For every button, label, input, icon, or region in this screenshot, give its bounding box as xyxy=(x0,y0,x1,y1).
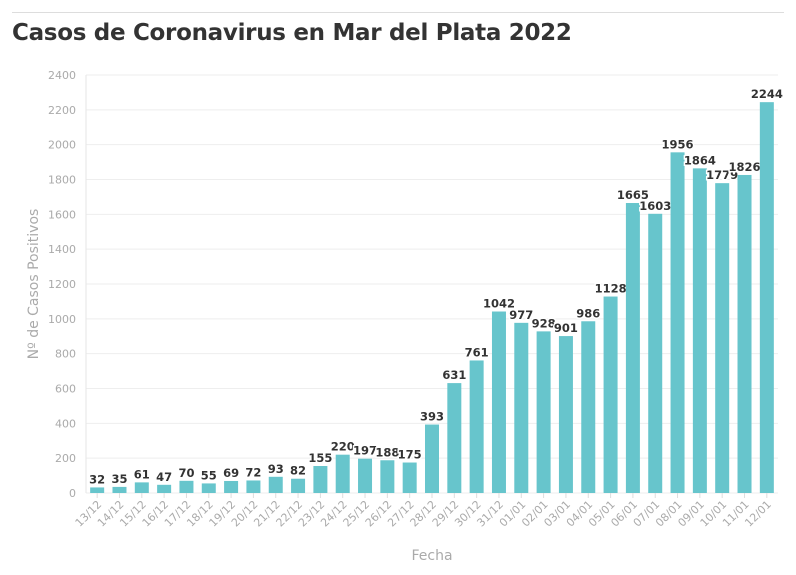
bar xyxy=(514,322,529,493)
data-label: 761 xyxy=(465,345,489,359)
data-label: 188 xyxy=(375,445,399,459)
data-label: 72 xyxy=(245,465,261,479)
y-tick-label: 1800 xyxy=(48,174,76,187)
data-label: 1864 xyxy=(684,153,716,167)
data-label: 1665 xyxy=(617,188,649,202)
data-label: 1603 xyxy=(639,199,671,213)
y-tick-label: 2000 xyxy=(48,139,76,152)
data-label: 82 xyxy=(290,464,306,478)
data-label: 1826 xyxy=(729,160,761,174)
bar xyxy=(759,102,774,494)
data-label: 986 xyxy=(576,306,600,320)
bar xyxy=(402,462,417,493)
data-label: 197 xyxy=(353,444,377,458)
data-label: 32 xyxy=(89,472,105,486)
data-label: 631 xyxy=(442,368,466,382)
data-label: 47 xyxy=(156,470,172,484)
data-label: 69 xyxy=(223,466,239,480)
y-axis-title: Nº de Casos Positivos xyxy=(26,209,42,360)
data-label: 61 xyxy=(134,467,150,481)
bar xyxy=(90,487,105,493)
x-axis-title: Fecha xyxy=(411,548,452,564)
bar xyxy=(670,152,685,493)
bar xyxy=(134,482,149,493)
bar xyxy=(313,466,328,493)
y-tick-label: 1600 xyxy=(48,208,76,221)
bar xyxy=(268,476,283,493)
y-tick-label: 400 xyxy=(55,417,76,430)
data-label: 35 xyxy=(111,472,127,486)
bar xyxy=(603,296,618,493)
bar xyxy=(157,484,172,493)
y-tick-label: 200 xyxy=(55,452,76,465)
bar xyxy=(358,458,373,493)
bar xyxy=(715,183,730,493)
bar xyxy=(291,478,306,493)
chart-title: Casos de Coronavirus en Mar del Plata 20… xyxy=(12,20,572,46)
y-tick-label: 1000 xyxy=(48,313,76,326)
data-label: 93 xyxy=(268,462,284,476)
bar xyxy=(201,483,216,493)
data-label: 393 xyxy=(420,410,444,424)
bar xyxy=(648,213,663,493)
bar xyxy=(425,424,439,493)
data-label: 977 xyxy=(509,308,533,322)
bar xyxy=(447,383,462,493)
bar xyxy=(246,480,261,493)
y-tick-label: 2400 xyxy=(48,69,76,82)
data-label: 220 xyxy=(331,440,355,454)
bar xyxy=(581,321,596,493)
data-label: 55 xyxy=(201,468,217,482)
data-label: 155 xyxy=(308,451,332,465)
data-label: 1779 xyxy=(706,168,738,182)
y-tick-label: 0 xyxy=(69,487,76,500)
y-tick-label: 800 xyxy=(55,348,76,361)
data-label: 175 xyxy=(398,448,422,462)
bar xyxy=(224,480,239,493)
bar xyxy=(692,168,707,493)
bar xyxy=(380,460,395,493)
data-label: 1042 xyxy=(483,297,515,311)
data-label: 928 xyxy=(532,316,556,330)
data-label: 901 xyxy=(554,321,578,335)
top-divider xyxy=(12,12,784,13)
y-tick-label: 1200 xyxy=(48,278,76,291)
bar xyxy=(112,486,127,493)
bar xyxy=(491,311,506,493)
bar xyxy=(737,174,752,493)
data-label: 1956 xyxy=(662,137,694,151)
bar xyxy=(335,454,350,493)
bar xyxy=(469,360,484,493)
y-tick-label: 600 xyxy=(55,383,76,396)
data-label: 2244 xyxy=(751,87,783,101)
bar xyxy=(625,203,640,493)
data-label: 70 xyxy=(178,466,194,480)
bar xyxy=(558,336,573,493)
y-tick-label: 1400 xyxy=(48,243,76,256)
bar xyxy=(536,331,551,493)
data-label: 1128 xyxy=(595,282,627,296)
bar xyxy=(179,480,194,493)
y-tick-label: 2200 xyxy=(48,104,76,117)
